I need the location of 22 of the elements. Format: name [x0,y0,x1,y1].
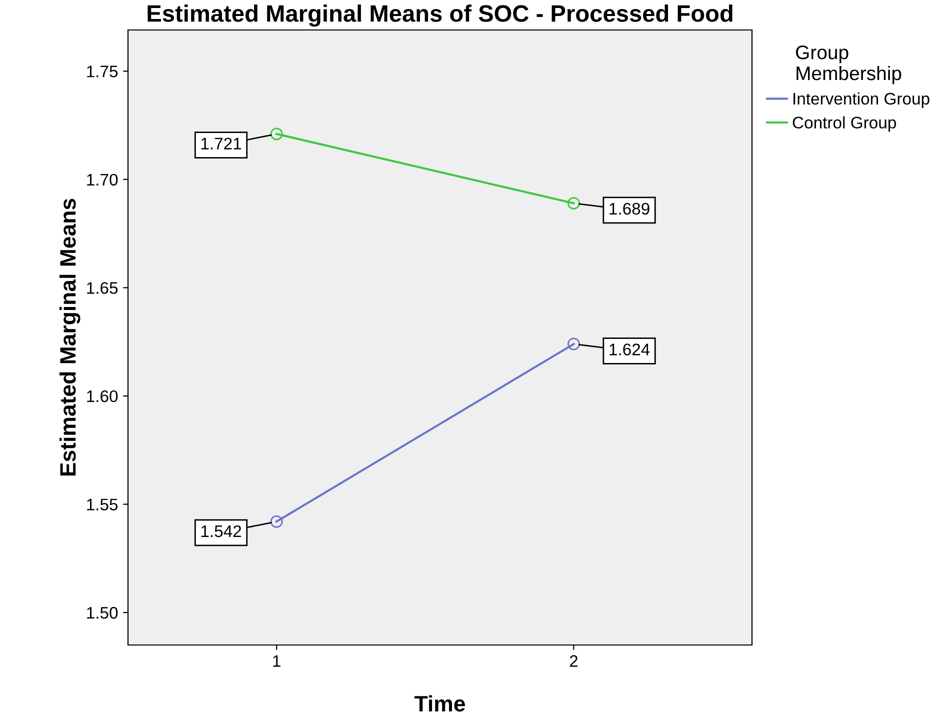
y-tick-label: 1.50 [87,606,118,619]
y-tick-label: 1.70 [87,174,118,186]
x-tick-label: 2 [570,655,578,667]
data-label: 1.624 [610,344,650,356]
point [567,196,580,210]
y-tick-label: 1.75 [87,66,118,78]
y-tick-label: 1.60 [87,390,118,402]
data-label: 1.542 [201,525,242,538]
point [567,338,580,350]
x-axis-title: Time [414,695,465,712]
y-tick-label: 1.65 [87,282,118,294]
chart-title: Estimated Marginal Means of SOC - Processed Food [148,4,732,27]
data-label: 1.689 [610,202,650,215]
legend-label: Intervention Group [794,92,930,108]
y-axis-title: Estimated Marginal Means [59,198,80,476]
y-tick-label: 1.55 [87,498,118,510]
data-label: 1.721 [201,138,242,150]
legend-label: Control Group [792,116,896,132]
point [270,515,283,528]
legend-title: Group Membership [796,46,902,84]
x-tick-label: 1 [273,655,280,667]
point [270,128,283,140]
